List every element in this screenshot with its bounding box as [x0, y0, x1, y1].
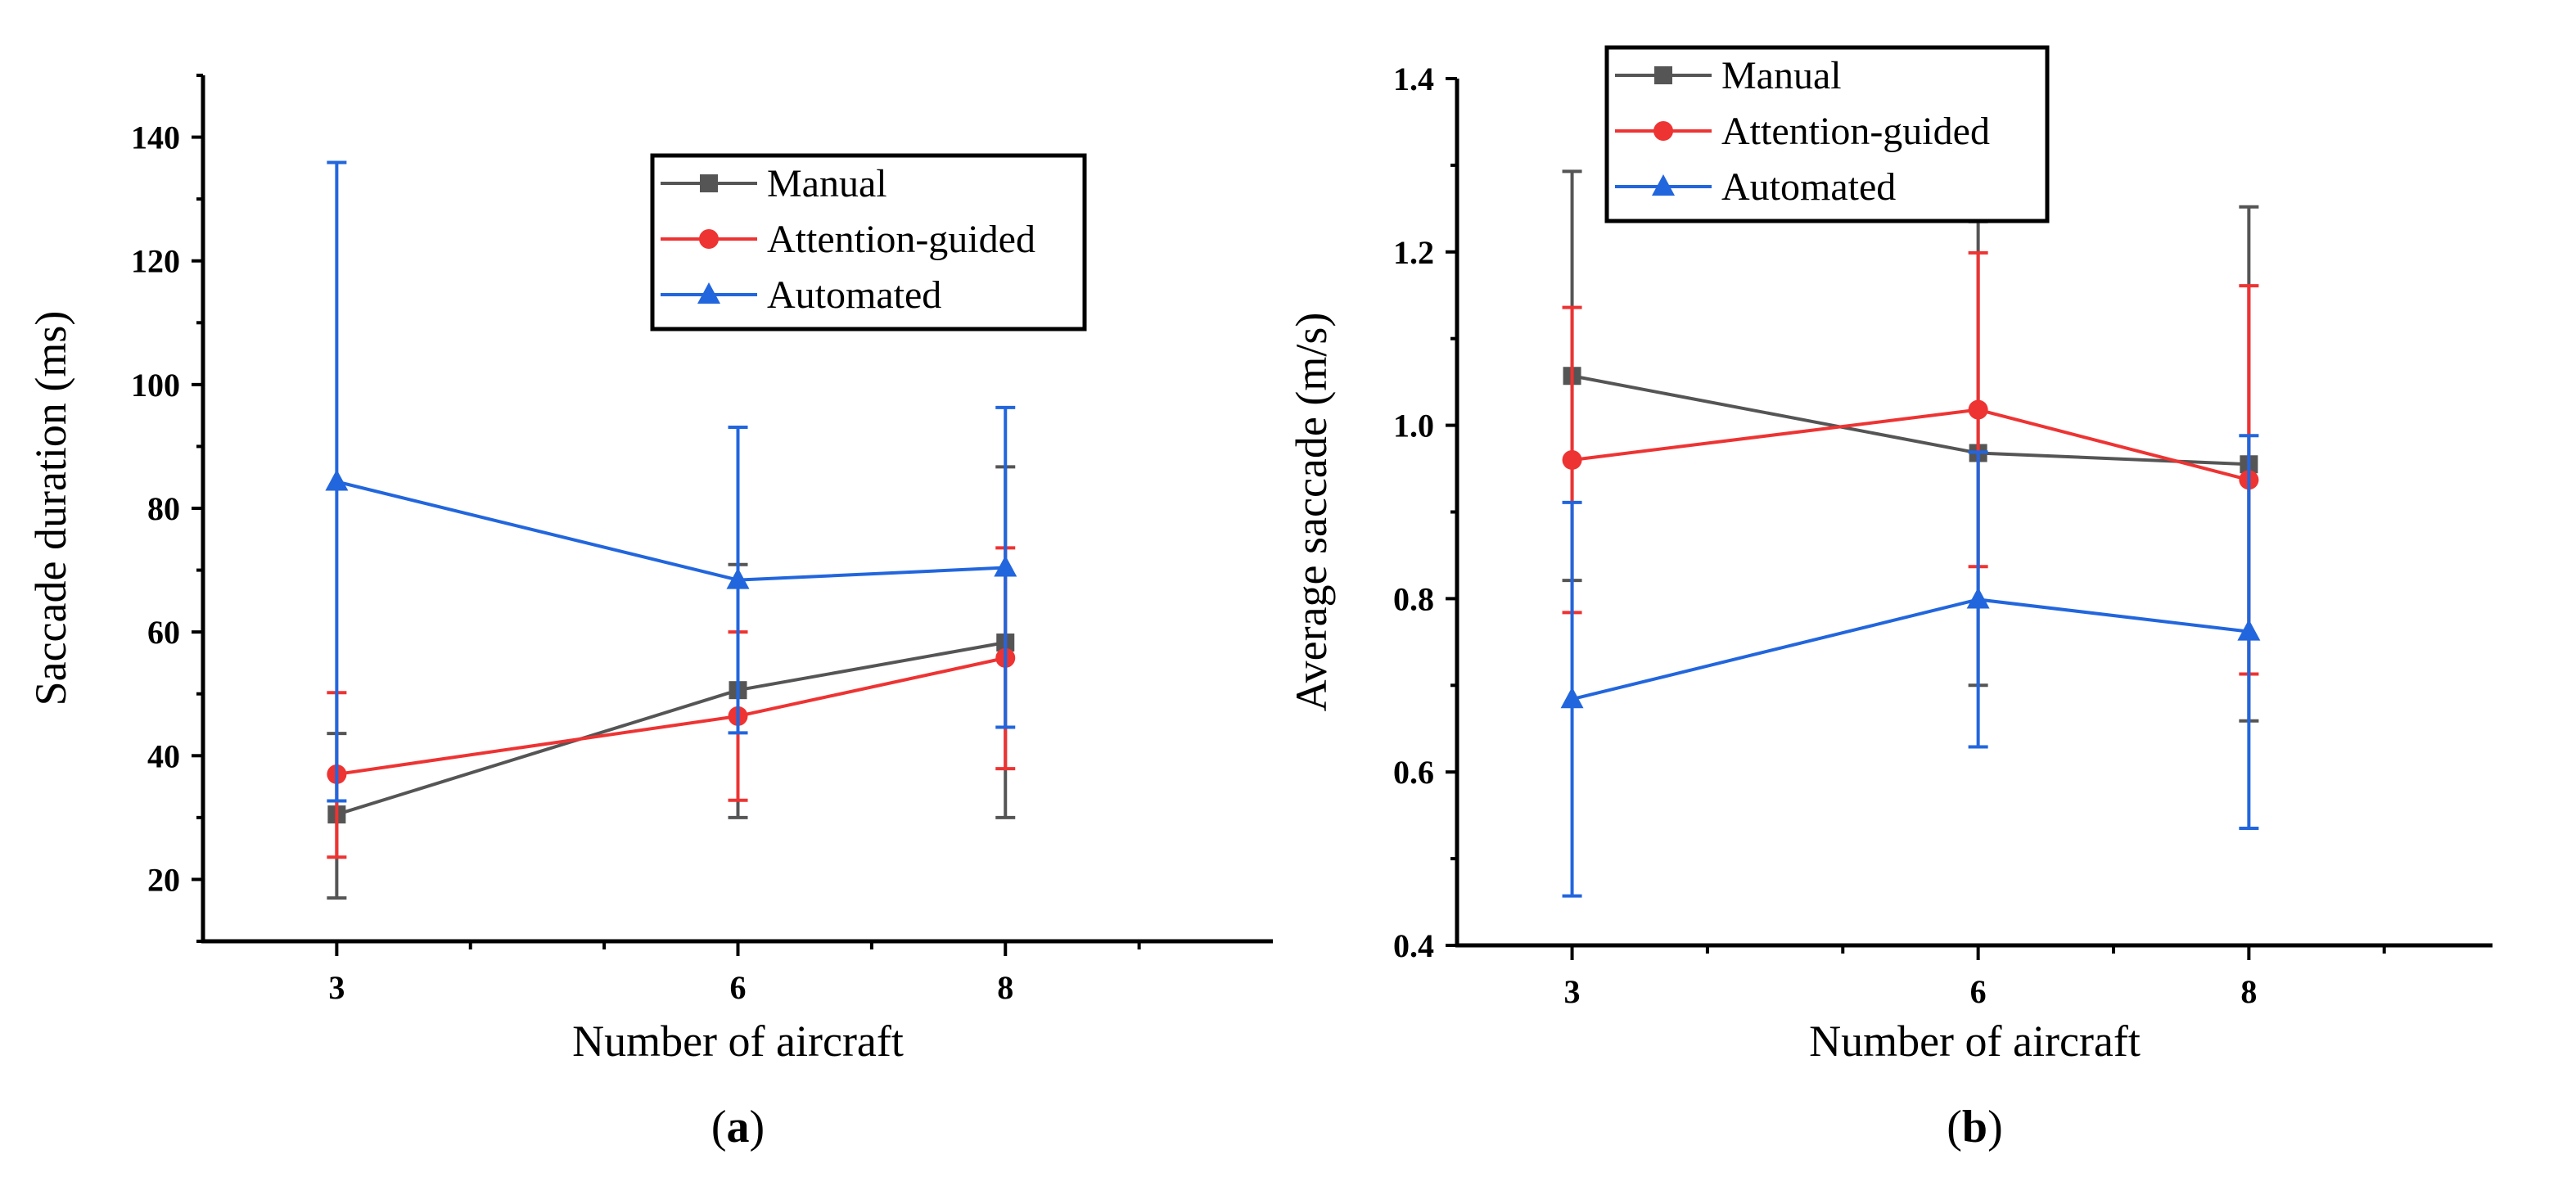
y-tick-label: 20: [147, 861, 180, 898]
data-point: [1560, 687, 1584, 709]
series-line: [1572, 408, 2249, 482]
panel-label: (a): [711, 1102, 765, 1152]
legend-marker: [697, 282, 720, 304]
data-point: [2237, 619, 2261, 641]
legend-marker: [700, 174, 718, 192]
y-axis-title: Average saccade (m/s): [1287, 313, 1336, 712]
data-point: [1562, 449, 1582, 470]
chart-panel-b: 0.4 0.6 0.8 1.0 1.2 1.4 3 6 8 Number of aircraft A…: [1287, 45, 2493, 1152]
legend-label: Automated: [767, 273, 941, 317]
chart-panel-a: 20 40 60 80 100 120 140 3 6 8 Number of aircraft Sa…: [26, 74, 1273, 1152]
legend-label: Manual: [767, 162, 887, 205]
series-attention-guided: [1562, 250, 2259, 676]
data-point: [1966, 587, 1990, 609]
y-tick-label: 0.6: [1393, 754, 1434, 791]
x-tick-label: 3: [328, 969, 345, 1006]
x-tick-label: 8: [2240, 973, 2257, 1010]
legend-marker: [1654, 66, 1672, 84]
y-tick-label: 1.0: [1393, 408, 1434, 444]
x-axis-title: Number of aircraft: [572, 1017, 904, 1066]
series-line: [1572, 598, 2249, 701]
series-line: [336, 656, 1006, 776]
y-tick-label: 1.2: [1393, 234, 1434, 271]
y-tick-label: 0.8: [1393, 580, 1434, 617]
series-attention-guided: [327, 546, 1016, 859]
data-point: [1968, 399, 1988, 420]
legend-marker: [1653, 121, 1673, 141]
series-line: [336, 480, 1006, 582]
x-axis-title: Number of aircraft: [1809, 1017, 2141, 1066]
panel-label: (b): [1947, 1102, 2002, 1152]
x-tick-label: 3: [1564, 973, 1581, 1010]
y-tick-label: 40: [147, 737, 180, 774]
series-manual: [1562, 169, 2259, 723]
y-axis-title: Saccade duration (ms): [26, 311, 75, 706]
x-tick-label: 6: [1970, 973, 1987, 1010]
x-tick-label: 6: [730, 969, 747, 1006]
series-automated: [1560, 434, 2261, 898]
data-point: [325, 469, 349, 491]
y-tick-label: 80: [147, 490, 180, 527]
y-tick-label: 120: [131, 243, 180, 280]
legend-label: Manual: [1721, 54, 1842, 97]
series-manual: [327, 465, 1016, 900]
series-automated: [325, 160, 1017, 803]
x-tick-label: 8: [997, 969, 1013, 1006]
legend-label: Attention-guided: [767, 218, 1035, 261]
y-tick-label: 1.4: [1393, 61, 1434, 97]
y-tick-label: 100: [131, 367, 180, 404]
series-line: [336, 641, 1006, 816]
legend: Manual Attention-guided Automated: [1604, 45, 2050, 223]
legend-label: Attention-guided: [1721, 110, 1990, 153]
data-point: [726, 567, 750, 589]
legend-marker: [1652, 174, 1675, 196]
y-tick-label: 140: [131, 120, 180, 156]
series-line: [1572, 374, 2249, 467]
legend-marker: [699, 229, 719, 249]
legend-label: Automated: [1721, 165, 1896, 209]
data-point: [994, 555, 1017, 577]
legend: Manual Attention-guided Automated: [650, 153, 1087, 331]
y-tick-label: 60: [147, 614, 180, 651]
y-tick-label: 0.4: [1393, 927, 1434, 964]
